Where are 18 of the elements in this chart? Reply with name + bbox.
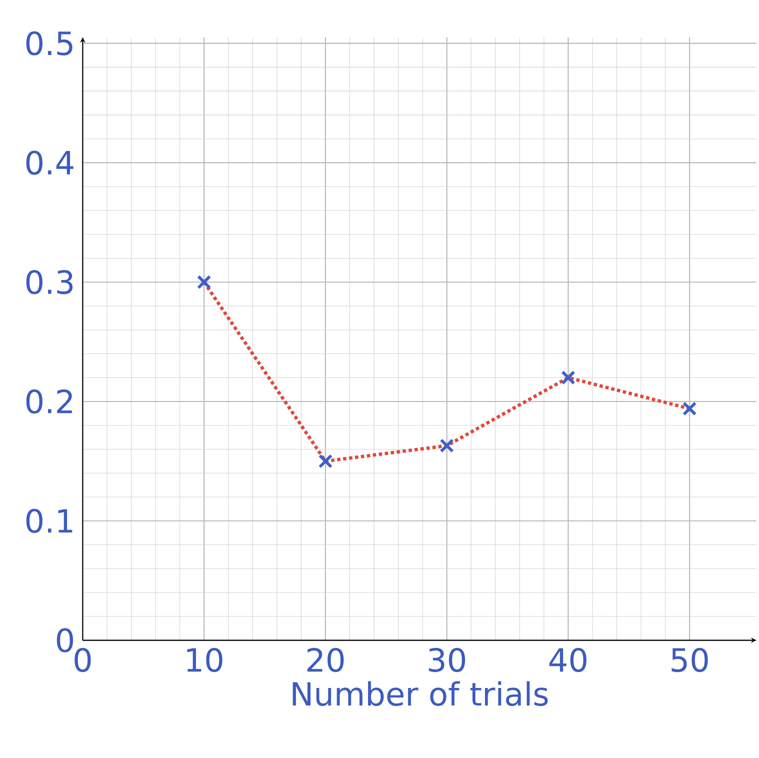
x-tick-label: 20: [307, 648, 344, 672]
x-axis-title: Number of trials: [292, 681, 548, 706]
y-tick-label: 0.2: [26, 390, 72, 414]
x-tick-label: 40: [549, 648, 586, 672]
y-tick-label: 0.1: [26, 508, 72, 534]
x-tick-label: 10: [187, 648, 222, 672]
y-tick-label: 0: [56, 628, 74, 653]
y-tick-label: 0.5: [26, 31, 72, 56]
x-tick-label: 50: [672, 648, 708, 672]
x-tick-label: 0: [74, 648, 91, 672]
point: [682, 402, 697, 416]
y-tick-label: 0.4: [26, 150, 74, 175]
y-tick-label: 0.3: [26, 270, 73, 294]
point: [561, 370, 576, 385]
point: [440, 438, 454, 453]
point: [196, 275, 212, 290]
x-tick-label: 30: [428, 648, 466, 672]
point: [318, 454, 333, 468]
